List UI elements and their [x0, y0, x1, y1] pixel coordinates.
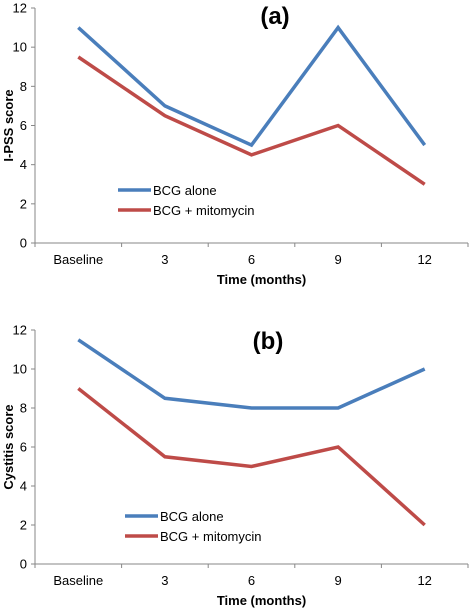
x-axis-title: Time (months): [217, 272, 306, 287]
y-axis-title: Cystitis score: [1, 404, 16, 489]
y-tick-label: 6: [20, 440, 27, 455]
series-line-bcg-mitomycin: [77, 55, 426, 186]
panel-title: (a): [260, 3, 289, 30]
panel-title: (b): [253, 328, 284, 355]
x-tick-label: Baseline: [53, 573, 103, 588]
x-axis-title: Time (months): [217, 593, 306, 608]
series-line-bcg-alone: [77, 24, 427, 148]
legend-label: BCG alone: [153, 183, 217, 198]
chart-panel-b: 0 2 4 6 8 10 12 Baseline 3 6 9 12 Time (months) Cysti…: [1, 323, 469, 608]
y-tick-label: 2: [20, 518, 27, 533]
x-tick-label: Baseline: [53, 252, 103, 267]
x-tick-label: 9: [334, 573, 341, 588]
y-tick-label: 8: [20, 79, 27, 94]
y-tick-label: 10: [13, 362, 27, 377]
y-tick-label: 4: [20, 157, 27, 172]
x-tick-label: 12: [417, 573, 431, 588]
x-tick-label: 9: [334, 252, 341, 267]
y-tick-label: 2: [20, 196, 27, 211]
y-tick-label: 6: [20, 118, 27, 133]
legend-label: BCG alone: [160, 509, 224, 524]
x-tick-label: 3: [161, 252, 168, 267]
x-tick-label: 6: [248, 252, 255, 267]
y-tick-label: 0: [20, 557, 27, 572]
legend-label: BCG + mitomycin: [160, 529, 262, 544]
y-tick-label: 10: [13, 40, 27, 55]
y-axis-title: I-PSS score: [1, 89, 16, 161]
y-tick-label: 4: [20, 479, 27, 494]
x-tick-label: 6: [248, 573, 255, 588]
y-tick-label: 12: [13, 323, 27, 338]
x-tick-label: 12: [417, 252, 431, 267]
x-tick-label: 3: [161, 573, 168, 588]
y-tick-label: 8: [20, 401, 27, 416]
chart-panel-a: 0 2 4 6 8 10 12 Baseline 3 6 9 12 Time (months) I-PSS…: [1, 1, 469, 287]
y-tick-label: 12: [13, 1, 27, 16]
y-tick-label: 0: [20, 236, 27, 251]
series-line-bcg-alone: [77, 338, 426, 410]
legend-label: BCG + mitomycin: [153, 203, 255, 218]
